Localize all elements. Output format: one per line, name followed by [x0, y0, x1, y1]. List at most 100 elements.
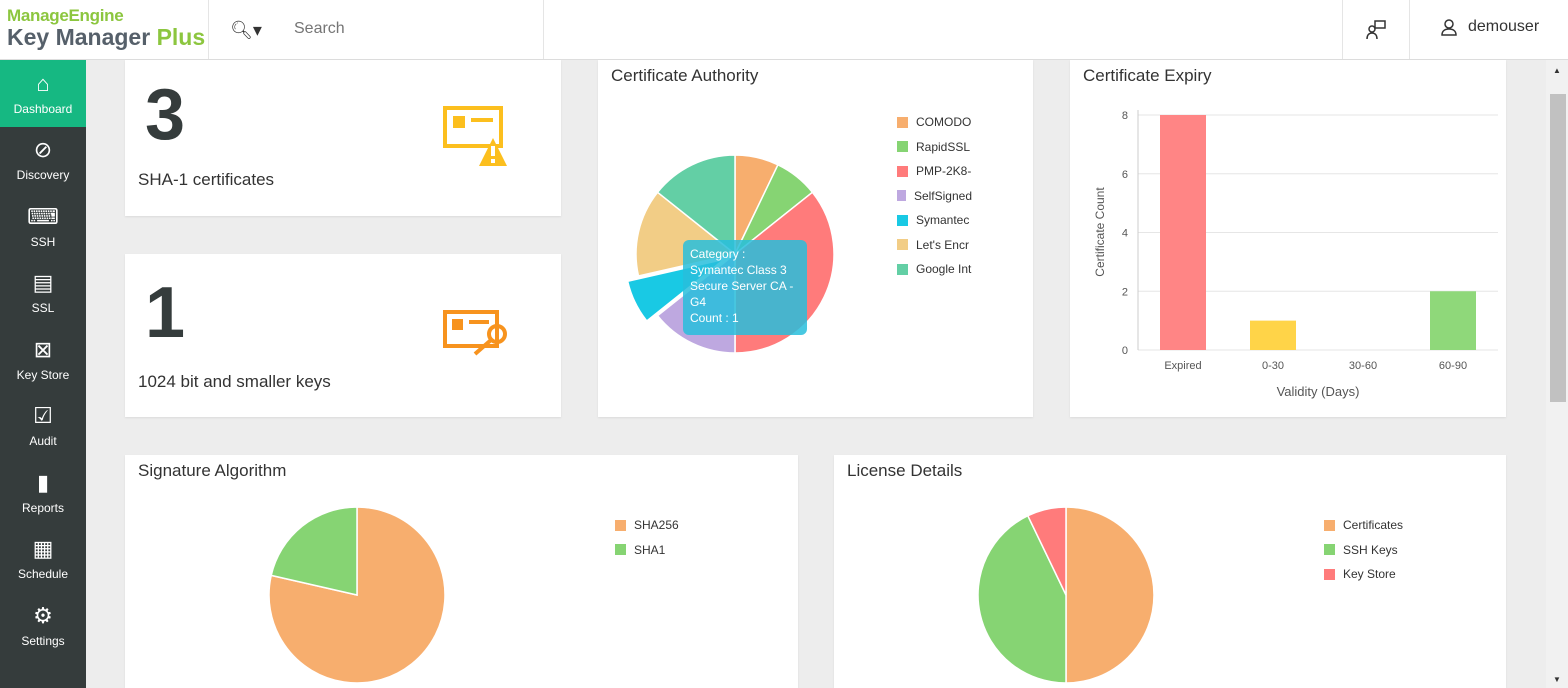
- pie-slice-sha1[interactable]: [270, 506, 358, 596]
- sidebar-item-schedule[interactable]: ▦ Schedule: [0, 526, 86, 593]
- legend-item[interactable]: Certificates: [1324, 513, 1403, 538]
- sidebar-item-reports[interactable]: ▮ Reports: [0, 459, 86, 526]
- chart-tooltip: Category : Symantec Class 3 Secure Server …: [683, 240, 807, 335]
- license-details-card: License Details Certificates SSH Keys Key …: [834, 455, 1506, 688]
- scrollbar-thumb[interactable]: [1550, 94, 1566, 402]
- x-tick-label: Expired: [1164, 360, 1201, 372]
- home-icon: ⌂: [36, 70, 50, 96]
- logo[interactable]: ManageEngine Key Manager Plus: [0, 0, 209, 59]
- sidebar-item-dashboard[interactable]: ⌂ Dashboard: [0, 60, 86, 127]
- brand-plus: Plus: [156, 24, 206, 50]
- audit-icon: ☑: [33, 403, 53, 429]
- divider: [543, 0, 544, 59]
- legend-item[interactable]: SSH Keys: [1324, 538, 1403, 563]
- legend-label: RapidSSL: [916, 139, 971, 154]
- certificate-expiry-card: Certificate Expiry 0 2 4 6 8 Expired 0-30 30-60…: [1070, 60, 1506, 417]
- legend-item[interactable]: Google Int: [897, 257, 972, 282]
- pie-chart: [268, 506, 446, 684]
- sidebar-item-label: Key Store: [16, 367, 70, 382]
- legend-item[interactable]: SHA1: [615, 538, 679, 563]
- search-icon[interactable]: 🔍︎▾: [230, 20, 262, 40]
- sidebar-item-settings[interactable]: ⚙ Settings: [0, 592, 86, 659]
- x-tick-label: 30-60: [1349, 360, 1377, 372]
- legend-label: SelfSigned: [913, 188, 972, 203]
- legend-swatch: [615, 519, 626, 531]
- certificate-expiry-bar-chart: 0 2 4 6 8 Expired 0-30 30-60 60-90 Validity (Days…: [1093, 110, 1498, 399]
- y-tick-label: 4: [1122, 228, 1128, 240]
- legend-label: SHA1: [634, 542, 666, 557]
- legend-item[interactable]: RapidSSL: [897, 135, 972, 160]
- legend-item[interactable]: Let's Encr: [897, 233, 972, 258]
- pie-slice-certificates[interactable]: [1065, 506, 1155, 684]
- y-axis-label: Certificate Count: [1093, 187, 1107, 277]
- legend-label: Let's Encr: [916, 237, 969, 252]
- chart-legend: Certificates SSH Keys Key Store: [1324, 513, 1403, 587]
- bar-0-30[interactable]: [1250, 320, 1296, 350]
- y-tick-label: 8: [1122, 110, 1128, 122]
- legend-label: Certificates: [1343, 518, 1404, 533]
- top-bar: ManageEngine Key Manager Plus 🔍︎▾ demous…: [0, 0, 1568, 60]
- scroll-up-icon[interactable]: ▲: [1553, 66, 1561, 75]
- legend-item[interactable]: Key Store: [1324, 562, 1403, 587]
- ssh-icon: ⌨: [27, 203, 59, 229]
- legend-swatch: [897, 214, 908, 226]
- legend-item[interactable]: PMP-2K8-: [897, 159, 972, 184]
- scroll-down-icon[interactable]: ▼: [1553, 675, 1561, 684]
- legend-item[interactable]: SHA256: [615, 513, 679, 538]
- scrollbar[interactable]: ▲ ▼: [1546, 60, 1568, 688]
- sha1-stat-card[interactable]: 3 SHA-1 certificates: [125, 60, 561, 216]
- sidebar-item-label: Audit: [29, 434, 57, 449]
- certificate-warning-icon: [443, 106, 507, 166]
- sidebar-item-label: Schedule: [17, 567, 69, 582]
- reports-icon: ▮: [36, 469, 50, 495]
- pie-chart: [977, 506, 1155, 684]
- calendar-icon: ▦: [32, 536, 54, 562]
- legend-label: Symantec: [916, 213, 970, 228]
- bar-expired[interactable]: [1160, 115, 1206, 350]
- sidebar-item-key-store[interactable]: ⊠ Key Store: [0, 326, 86, 393]
- stat-label: SHA-1 certificates: [138, 170, 275, 189]
- chart-title: Signature Algorithm: [138, 461, 287, 480]
- legend-swatch: [897, 116, 908, 128]
- x-axis-label: Validity (Days): [1277, 384, 1360, 399]
- legend-swatch: [1324, 544, 1335, 556]
- user-menu[interactable]: demouser: [1440, 18, 1539, 36]
- legend-swatch: [897, 190, 906, 202]
- sidebar-item-ssl[interactable]: ▤ SSL: [0, 260, 86, 327]
- pie-slice-ssh-keys[interactable]: [977, 514, 1067, 684]
- legend-swatch: [897, 263, 908, 275]
- pie-slice-google-int[interactable]: [656, 154, 736, 256]
- certificate-key-icon: [443, 310, 507, 356]
- bar-60-90[interactable]: [1430, 291, 1476, 350]
- legend-item[interactable]: SelfSigned: [897, 184, 972, 209]
- legend-swatch: [897, 141, 908, 153]
- tooltip-line: Category :: [690, 247, 746, 261]
- legend-swatch: [897, 239, 908, 251]
- x-tick-label: 0-30: [1262, 360, 1284, 372]
- legend-label: Key Store: [1343, 567, 1396, 582]
- sidebar: ⌂ Dashboard ⊘ Discovery ⌨ SSH ▤ SSL ⊠ Key Store ☑ A…: [0, 60, 86, 688]
- legend-item[interactable]: COMODO: [897, 110, 972, 135]
- tooltip-line: G4: [690, 295, 707, 309]
- notification-icon[interactable]: [1342, 0, 1410, 59]
- sidebar-item-discovery[interactable]: ⊘ Discovery: [0, 127, 86, 194]
- stat-value: 1: [145, 273, 186, 353]
- legend-swatch: [615, 544, 626, 556]
- chart-title: License Details: [847, 461, 963, 480]
- sidebar-item-audit[interactable]: ☑ Audit: [0, 393, 86, 460]
- weak-keys-stat-card[interactable]: 1 1024 bit and smaller keys: [125, 254, 561, 417]
- sidebar-item-label: SSL: [31, 301, 55, 316]
- compass-icon: ⊘: [33, 137, 53, 163]
- sidebar-item-ssh[interactable]: ⌨ SSH: [0, 193, 86, 260]
- y-tick-label: 2: [1122, 286, 1128, 298]
- sidebar-item-label: Discovery: [16, 168, 70, 183]
- legend-label: COMODO: [916, 115, 972, 130]
- tooltip-line: Count : 1: [690, 311, 739, 325]
- sidebar-item-label: SSH: [30, 234, 56, 249]
- tooltip-line: Symantec Class 3: [690, 263, 787, 277]
- stat-label: 1024 bit and smaller keys: [138, 372, 331, 391]
- pie-slice-key-store[interactable]: [1026, 506, 1067, 596]
- search-input[interactable]: [280, 10, 542, 48]
- legend-item[interactable]: Symantec: [897, 208, 972, 233]
- y-tick-label: 0: [1122, 345, 1128, 357]
